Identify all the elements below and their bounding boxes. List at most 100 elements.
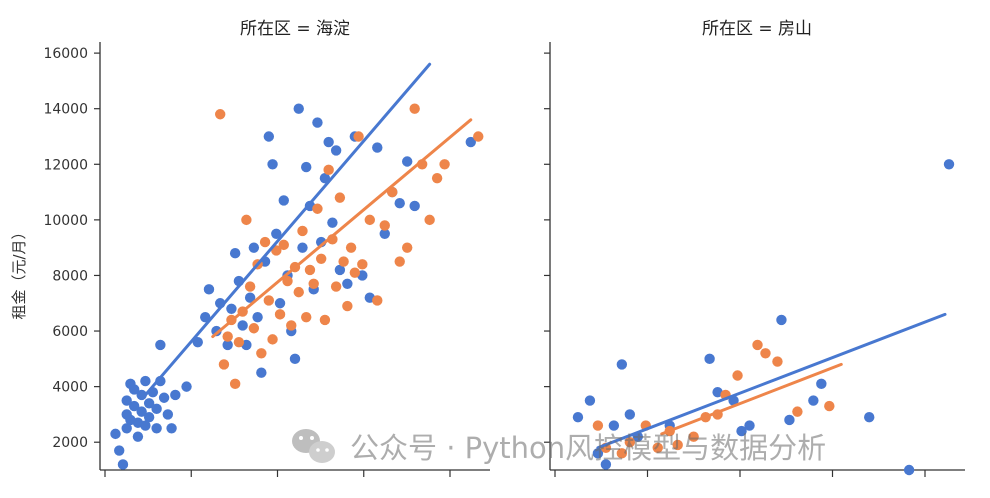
blue-data-point (128, 400, 140, 412)
blue-data-point (372, 142, 383, 153)
blue-data-point (166, 423, 177, 434)
blue-data-point (600, 459, 612, 470)
y-axis-label: 租金（元/月） (10, 224, 28, 319)
blue-data-point (170, 389, 181, 401)
blue-data-point (301, 161, 312, 173)
orange-data-point (431, 172, 443, 184)
orange-data-point (278, 239, 289, 251)
blue-data-point (252, 311, 263, 323)
orange-data-point (301, 311, 312, 323)
y-tick-label: 4000 (52, 380, 88, 396)
blue-data-point (323, 136, 334, 148)
blue-data-point (342, 278, 353, 289)
orange-data-point (222, 331, 233, 342)
panel-title: 所在区 = 房山 (702, 19, 812, 39)
orange-data-point (409, 103, 420, 114)
blue-data-point (808, 395, 819, 406)
orange-data-point (345, 242, 357, 253)
orange-data-point (233, 336, 245, 348)
blue-data-point (271, 228, 282, 239)
orange-data-point (315, 253, 327, 264)
blue-data-point (226, 303, 237, 315)
blue-data-point (278, 195, 289, 206)
orange-data-point (267, 334, 278, 345)
y-tick-label: 6000 (52, 324, 88, 340)
orange-data-point (338, 256, 349, 267)
y-tick-label: 8000 (52, 268, 88, 284)
blue-data-point (140, 375, 151, 387)
blue-data-point (211, 325, 222, 337)
blue-data-point (140, 420, 151, 431)
orange-data-point (439, 159, 450, 170)
blue-data-point (222, 339, 233, 351)
watermark-text: 公众号 · Python风控模型与数据分析 (350, 431, 826, 465)
blue-data-point (136, 406, 147, 417)
blue-data-point (117, 459, 129, 470)
blue-data-point (114, 445, 125, 456)
blue-data-point (293, 103, 304, 114)
orange-data-point (824, 400, 835, 412)
orange-data-point (263, 295, 275, 306)
blue-data-point (274, 298, 286, 309)
orange-data-point (616, 448, 628, 459)
blue-data-point (584, 395, 596, 406)
blue-data-point (151, 403, 162, 415)
orange-data-point (259, 236, 271, 248)
orange-data-point (592, 420, 604, 431)
orange-regression-line (211, 118, 473, 339)
blue-data-point (256, 367, 267, 378)
panel-title: 所在区 = 海淀 (240, 19, 350, 39)
orange-data-point (342, 300, 353, 312)
blue-regression-line (596, 312, 947, 450)
blue-data-point (736, 425, 747, 437)
blue-data-point (394, 197, 405, 209)
orange-data-point (323, 164, 334, 176)
orange-data-point (241, 214, 252, 226)
y-tick-label: 12000 (43, 157, 88, 173)
wechat-icon (292, 429, 335, 463)
blue-data-point (121, 423, 132, 434)
blue-data-point (864, 411, 875, 423)
y-tick-label: 16000 (43, 46, 88, 62)
orange-data-point (364, 214, 375, 226)
blue-data-point (110, 428, 121, 440)
blue-data-point (816, 378, 827, 390)
blue-data-point (402, 156, 413, 167)
blue-data-point (136, 389, 147, 401)
orange-data-point (473, 131, 484, 142)
orange-data-point (732, 370, 743, 381)
orange-data-point (353, 131, 364, 142)
orange-data-point (282, 275, 293, 287)
blue-data-point (162, 409, 174, 420)
orange-data-point (218, 359, 230, 370)
left-panel: 所在区 = 海淀 2000 4000 6000 8000 10000 12000 14000 1… (43, 19, 490, 477)
orange-regression-line (660, 362, 843, 436)
orange-data-point (304, 264, 316, 276)
blue-data-point (744, 420, 755, 431)
blue-data-point (151, 423, 162, 434)
orange-data-point (624, 437, 636, 448)
orange-data-point (357, 259, 368, 270)
blue-data-point (155, 339, 166, 351)
blue-data-point (121, 395, 132, 406)
blue-data-point (143, 398, 155, 409)
blue-data-point (248, 242, 260, 253)
orange-data-point (760, 348, 771, 359)
blue-data-point (203, 284, 215, 295)
blue-data-point (572, 411, 584, 423)
orange-data-point (248, 323, 260, 334)
blue-data-point (143, 411, 155, 423)
orange-data-point (772, 356, 783, 367)
orange-data-point (274, 309, 286, 320)
blue-data-point (128, 384, 140, 395)
blue-data-point (132, 431, 144, 442)
orange-data-point (286, 320, 297, 331)
blue-data-point (784, 414, 795, 426)
orange-data-point (244, 281, 256, 292)
orange-data-point (256, 348, 267, 359)
blue-data-point (409, 200, 420, 212)
blue-data-point (712, 386, 723, 398)
blue-data-point (624, 409, 636, 420)
blue-data-point (327, 217, 338, 228)
